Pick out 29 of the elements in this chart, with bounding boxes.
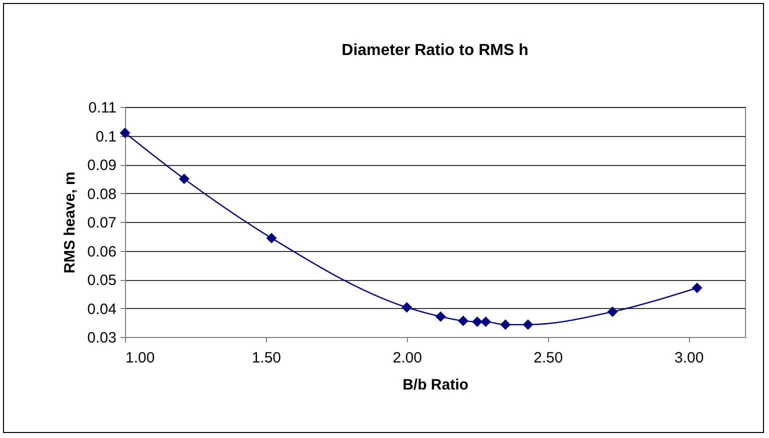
point: [692, 282, 702, 294]
point: [472, 316, 483, 328]
chart-title: Diameter Ratio to RMS h: [342, 42, 528, 59]
y-tick-label: 0.04: [87, 300, 116, 318]
x-axis-title: B/b Ratio: [402, 376, 468, 394]
point: [120, 128, 130, 138]
x-tick-label: 2.50: [534, 350, 563, 366]
y-tick-label: 0.05: [87, 272, 116, 289]
y-tick-label: 0.1: [96, 128, 116, 146]
point: [178, 174, 190, 184]
y-tick-label: 0.03: [87, 330, 116, 346]
point: [522, 319, 534, 330]
y-tick-label: 0.09: [87, 157, 116, 174]
y-tick-label: 0.08: [87, 186, 116, 203]
point: [607, 306, 618, 317]
point: [458, 316, 468, 326]
x-tick-label: 1.00: [126, 350, 155, 366]
point: [500, 319, 511, 330]
point: [402, 302, 412, 313]
x-tick-label: 3.00: [674, 350, 704, 366]
x-tick-label: 1.50: [252, 350, 282, 366]
y-tick-label: 0.06: [87, 243, 116, 260]
point: [435, 311, 446, 322]
point: [266, 232, 277, 244]
y-tick-label: 0.11: [88, 100, 116, 116]
y-axis-title: RMS heave, m: [61, 172, 78, 274]
x-tick-label: 2.00: [392, 350, 422, 366]
point: [480, 316, 491, 328]
y-tick-label: 0.07: [87, 214, 116, 232]
